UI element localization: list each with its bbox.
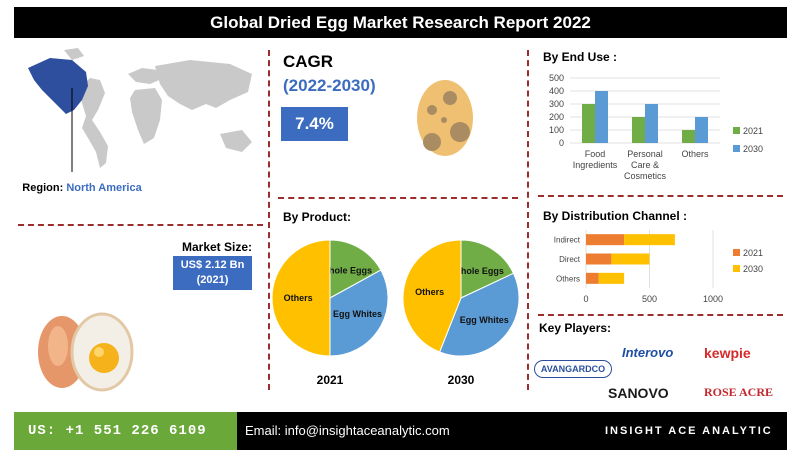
footer-phone: US: +1 551 226 6109 bbox=[14, 412, 237, 450]
logo-interovo: Interovo bbox=[622, 345, 674, 360]
key-players-title: Key Players: bbox=[539, 321, 612, 335]
end-use-ytick: 100 bbox=[549, 125, 564, 135]
world-map bbox=[28, 48, 252, 172]
product-pie-label: Egg Whites bbox=[333, 309, 382, 319]
distribution-title: By Distribution Channel : bbox=[543, 209, 687, 223]
end-use-category-label: Care & bbox=[631, 160, 659, 170]
separator-right bbox=[527, 50, 529, 390]
market-size-label: Market Size: bbox=[181, 240, 253, 254]
dist-legend-swatch bbox=[733, 249, 740, 256]
report-title: Global Dried Egg Market Research Report … bbox=[14, 7, 787, 38]
dist-bar bbox=[624, 234, 675, 246]
product-pie-year: 2021 bbox=[317, 373, 344, 387]
end-use-bar bbox=[632, 117, 645, 143]
separator-enduse bbox=[538, 195, 783, 197]
market-size-year: (2021) bbox=[196, 274, 229, 286]
product-pie-year: 2030 bbox=[448, 373, 475, 387]
end-use-bar-chart: 0100200300400500FoodIngredientsPersonalC… bbox=[549, 73, 763, 181]
product-pie-slice bbox=[271, 239, 331, 357]
cagr-title: CAGR bbox=[283, 52, 334, 71]
product-pie-charts: Whole Eggs Egg Whites Others 2021 Whole Eggs… bbox=[271, 239, 520, 387]
logo-kewpie: kewpie bbox=[704, 345, 751, 361]
end-use-ytick: 300 bbox=[549, 99, 564, 109]
separator-distribution bbox=[538, 314, 783, 316]
market-size-value: US$ 2.12 Bn bbox=[180, 259, 245, 271]
dist-category-label: Others bbox=[556, 274, 580, 283]
end-use-ytick: 0 bbox=[559, 138, 564, 148]
egg-icon bbox=[417, 80, 473, 156]
dist-bar bbox=[586, 272, 599, 284]
end-use-bar bbox=[695, 117, 708, 143]
cagr-value: 7.4% bbox=[281, 107, 348, 141]
region-value: North America bbox=[66, 182, 142, 194]
product-pie-slice bbox=[329, 239, 382, 299]
dist-bar bbox=[586, 253, 612, 265]
product-title: By Product: bbox=[283, 210, 352, 224]
product-pie-label: Whole Eggs bbox=[320, 266, 372, 276]
separator-cagr bbox=[278, 197, 518, 199]
dist-category-label: Indirect bbox=[554, 236, 581, 245]
end-use-bar bbox=[645, 104, 658, 143]
footer-email[interactable]: Email: info@insightaceanalytic.com bbox=[245, 423, 450, 438]
end-use-ytick: 400 bbox=[549, 86, 564, 96]
product-pie-label: Others bbox=[284, 293, 313, 303]
dist-bar bbox=[598, 272, 625, 284]
product-pie-label: Others bbox=[415, 287, 444, 297]
end-use-category-label: Others bbox=[681, 149, 709, 159]
region-label: Region: North America bbox=[22, 182, 142, 195]
dist-legend-swatch bbox=[733, 265, 740, 272]
end-use-title: By End Use : bbox=[543, 50, 618, 64]
region-key: Region: bbox=[22, 182, 64, 194]
distribution-bar-chart: 0 500 1000 Indirect Direct Others 2021 2030 bbox=[554, 230, 763, 304]
product-pie-slice bbox=[438, 272, 520, 357]
end-use-category-label: Cosmetics bbox=[624, 171, 667, 181]
end-use-ytick: 500 bbox=[549, 73, 564, 83]
footer-brand: INSIGHT ACE ANALYTIC bbox=[605, 425, 773, 437]
end-use-category-label: Personal bbox=[627, 149, 663, 159]
footer-bar: Email: info@insightaceanalytic.com INSIG… bbox=[237, 412, 787, 450]
product-pie-slice bbox=[329, 269, 389, 357]
logo-avangardco: AVANGARDCO bbox=[534, 360, 612, 378]
market-size-box: US$ 2.12 Bn (2021) bbox=[173, 256, 252, 290]
product-pie-slice bbox=[460, 239, 515, 299]
end-use-bar bbox=[682, 130, 695, 143]
cagr-period: (2022-2030) bbox=[283, 76, 376, 95]
logo-rose-acre: ROSE ACRE bbox=[704, 385, 774, 399]
separator-region bbox=[18, 224, 263, 226]
product-pie-slice bbox=[402, 239, 462, 353]
end-use-ytick: 200 bbox=[549, 112, 564, 122]
dist-xtick: 1000 bbox=[703, 294, 723, 304]
end-use-bar bbox=[595, 91, 608, 143]
end-use-legend-swatch bbox=[733, 127, 740, 134]
product-pie-label: Egg Whites bbox=[460, 315, 509, 325]
product-pie-label: Whole Eggs bbox=[452, 266, 504, 276]
egg-halves-illustration bbox=[38, 312, 134, 392]
end-use-legend-label: 2021 bbox=[743, 126, 763, 136]
dist-legend-label: 2021 bbox=[743, 248, 763, 258]
end-use-category-label: Food bbox=[585, 149, 606, 159]
separator-left bbox=[268, 50, 270, 390]
dist-xtick: 0 bbox=[583, 294, 588, 304]
end-use-bar bbox=[582, 104, 595, 143]
end-use-legend-swatch bbox=[733, 145, 740, 152]
end-use-legend-label: 2030 bbox=[743, 144, 763, 154]
dist-legend-label: 2030 bbox=[743, 264, 763, 274]
logo-sanovo: SANOVO bbox=[608, 385, 669, 401]
end-use-category-label: Ingredients bbox=[573, 160, 618, 170]
dist-category-label: Direct bbox=[559, 255, 581, 264]
dist-xtick: 500 bbox=[642, 294, 657, 304]
dist-bar bbox=[586, 234, 625, 246]
dist-bar bbox=[611, 253, 650, 265]
